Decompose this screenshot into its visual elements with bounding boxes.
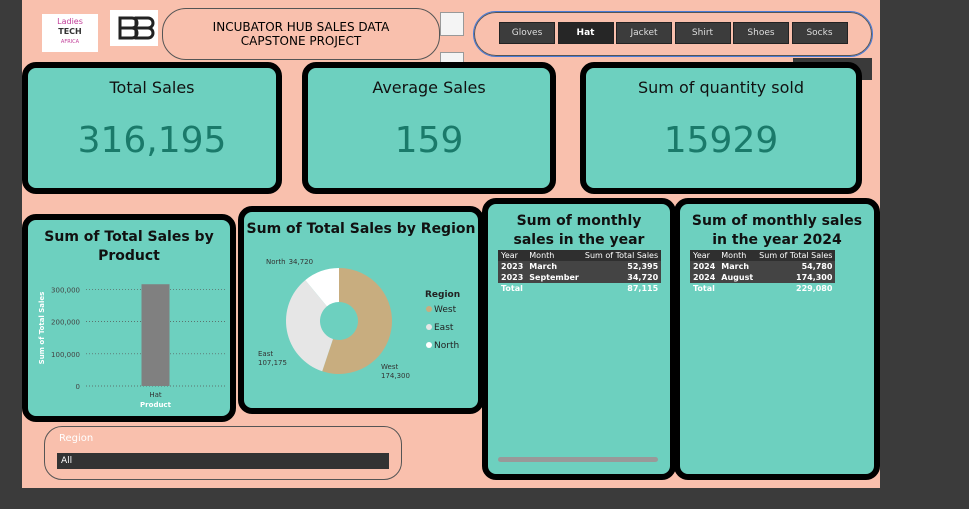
cell: 87,115 — [627, 284, 659, 293]
slicer-title: Region — [59, 433, 94, 444]
row: Year Month Sum of Total Sales — [498, 250, 662, 261]
cell — [718, 283, 756, 294]
cell: Month — [529, 251, 555, 260]
card-label: Average Sales — [372, 78, 486, 97]
cell: 2024 — [693, 262, 716, 271]
card-label: Sum of quantity sold — [638, 78, 804, 97]
kpi-card: Average Sales 159 — [302, 62, 556, 194]
panel: Sum of monthly sales in the year 2024 Yea… — [674, 198, 880, 480]
cell: 2023 — [501, 262, 524, 271]
cell: August — [721, 273, 754, 282]
chart-title: Sum of Total Sales by Region — [246, 221, 476, 237]
table: Year Month Sum of Total Sales 2024 March 54,7… — [690, 250, 836, 294]
cell — [526, 283, 582, 294]
cell: Year — [693, 251, 710, 260]
cell: Year — [501, 251, 518, 260]
row: 2023 March 52,395 — [498, 261, 662, 272]
report-title: INCUBATOR HUB SALES DATA CAPSTONE PROJEC… — [162, 8, 440, 60]
cell: Sum of Total Sales — [759, 251, 833, 260]
cell: 54,780 — [801, 262, 833, 271]
chart-title: Sum of Total Sales by Product — [44, 229, 214, 264]
panel: Sum of Total Sales by Region — [238, 206, 484, 414]
kpi-card: Total Sales 316,195 — [22, 62, 282, 194]
cell: Month — [721, 251, 747, 260]
card-label: Total Sales — [109, 78, 195, 97]
scrollbar[interactable] — [498, 457, 658, 462]
row: 2024 August 174,300 — [690, 272, 836, 283]
slicer-button[interactable]: Socks — [791, 22, 848, 44]
slicer-button[interactable]: Shoes — [733, 22, 789, 44]
cell: Total — [693, 284, 715, 293]
product-slicer: Gloves Hat Jacket Shirt Shoes Socks — [473, 11, 873, 57]
card-value: 316,195 — [77, 120, 227, 161]
logo-text: AFRICA — [60, 39, 80, 45]
cell: 2024 — [693, 273, 716, 282]
card-value: 15929 — [663, 120, 779, 161]
slicer-button[interactable]: Jacket — [616, 22, 672, 44]
slicer-button[interactable]: Gloves — [499, 22, 555, 44]
icon[interactable] — [440, 12, 464, 36]
cell: 2023 — [501, 273, 524, 282]
table-title: Sum of monthly sales in the year 2024 — [691, 213, 863, 248]
row: 2024 March 54,780 — [690, 261, 836, 272]
row: 2023 September 34,720 — [498, 272, 662, 283]
cell: September — [529, 273, 579, 282]
row: Year Month Sum of Total Sales — [690, 250, 836, 261]
region-slicer: Region All — [44, 426, 402, 480]
dropdown[interactable]: All — [57, 453, 389, 469]
cell: March — [721, 262, 750, 271]
cell: 229,080 — [796, 284, 833, 293]
slicer-button[interactable]: Hat — [557, 22, 614, 44]
bb-logo — [110, 10, 158, 46]
logo: Ladies TECH AFRICA — [42, 14, 98, 52]
logo-text: TECH — [58, 27, 82, 36]
row: Total 229,080 — [690, 283, 835, 294]
table: Year Month Sum of Total Sales 2023 March 52,3… — [498, 250, 662, 294]
cell: 174,300 — [796, 273, 833, 282]
panel: Sum of monthly sales in the year 2023 Yea… — [482, 198, 676, 480]
cell: 52,395 — [627, 262, 659, 271]
logo-text: Ladies — [57, 17, 83, 26]
panel: Sum of Total Sales by Product — [22, 214, 236, 422]
table-title: Sum of monthly sales in the year 2023 — [513, 213, 645, 267]
kpi-card: Sum of quantity sold 15929 — [580, 62, 862, 194]
cell: 34,720 — [627, 273, 659, 282]
row: Total 87,115 — [498, 283, 661, 294]
cell: Total — [501, 284, 523, 293]
cell: March — [529, 262, 558, 271]
slicer-button[interactable]: Shirt — [674, 22, 731, 44]
card-value: 159 — [394, 120, 464, 161]
cell: Sum of Total Sales — [584, 251, 659, 260]
